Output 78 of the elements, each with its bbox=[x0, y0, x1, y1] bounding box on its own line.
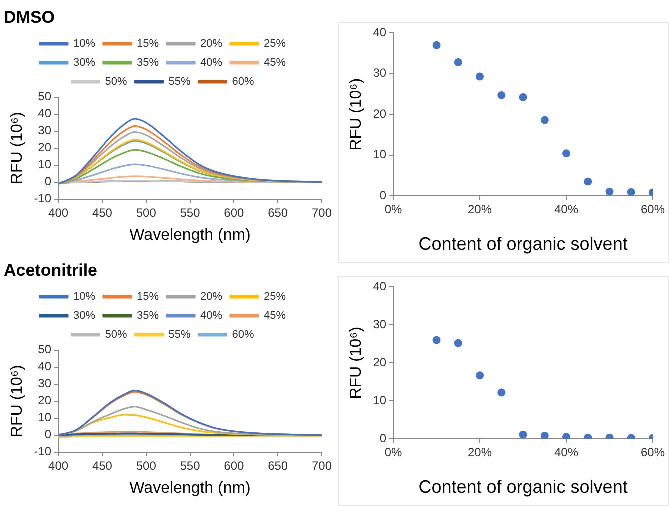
x-tick-label: 600 bbox=[224, 458, 245, 473]
x-tick-label: 60% bbox=[640, 202, 666, 217]
y-tick-label: 40 bbox=[373, 280, 387, 294]
legend-label: 60% bbox=[232, 76, 254, 88]
y-tick-label: 10 bbox=[38, 158, 52, 172]
legend-label: 25% bbox=[264, 38, 286, 50]
x-axis-title: Content of organic solvent bbox=[418, 234, 628, 254]
x-tick-label: 0% bbox=[384, 202, 403, 217]
x-tick-label: 450 bbox=[92, 458, 113, 473]
chart-title: Acetonitrile bbox=[4, 260, 98, 280]
legend-label: 15% bbox=[136, 38, 160, 50]
y-tick-label: 0 bbox=[44, 174, 52, 189]
y-axis-title: RFU (10⁶) bbox=[348, 326, 366, 400]
chart-title: DMSO bbox=[4, 8, 55, 27]
x-tick-label: 60% bbox=[640, 446, 666, 460]
legend-label: 45% bbox=[264, 310, 286, 322]
x-tick-label: 700 bbox=[312, 206, 332, 220]
y-axis-title: RFU (10⁶) bbox=[9, 112, 26, 185]
y-tick-label: 20 bbox=[38, 140, 52, 155]
y-tick-label: 40 bbox=[38, 360, 52, 374]
y-tick-label: 0 bbox=[380, 188, 387, 202]
legend-label: 10% bbox=[73, 290, 96, 303]
legend-label: 30% bbox=[73, 310, 96, 322]
y-tick-label: 0 bbox=[380, 431, 387, 446]
legend-label: 45% bbox=[264, 56, 286, 69]
legend-label: 40% bbox=[200, 310, 223, 322]
legend-label: 50% bbox=[105, 328, 128, 341]
legend-label: 60% bbox=[232, 328, 254, 341]
y-axis-title: RFU (10⁶) bbox=[348, 78, 366, 151]
y-tick-label: -10 bbox=[34, 444, 52, 459]
x-axis-title: Wavelength (nm) bbox=[130, 226, 251, 244]
y-tick-label: 40 bbox=[38, 106, 52, 121]
x-tick-label: 40% bbox=[554, 202, 579, 217]
x-tick-label: 650 bbox=[268, 206, 288, 220]
y-tick-label: 10 bbox=[373, 148, 387, 162]
legend-label: 50% bbox=[105, 76, 128, 88]
y-tick-label: 20 bbox=[373, 355, 387, 370]
legend-label: 20% bbox=[200, 290, 223, 303]
y-tick-label: 10 bbox=[373, 393, 387, 408]
y-tick-label: 20 bbox=[38, 394, 52, 408]
legend-label: 25% bbox=[264, 290, 286, 303]
y-tick-label: 20 bbox=[373, 106, 387, 121]
legend-label: 20% bbox=[200, 38, 223, 50]
y-tick-label: 30 bbox=[38, 376, 52, 391]
y-tick-label: 0 bbox=[44, 428, 52, 442]
legend-label: 30% bbox=[73, 56, 96, 69]
x-tick-label: 40% bbox=[554, 446, 579, 460]
x-axis-title: Content of organic solvent bbox=[418, 477, 628, 498]
y-tick-label: 30 bbox=[373, 66, 387, 80]
x-tick-label: 550 bbox=[180, 206, 201, 220]
x-tick-label: 700 bbox=[312, 458, 332, 473]
legend-label: 15% bbox=[136, 290, 160, 303]
y-tick-label: 30 bbox=[373, 317, 387, 332]
x-tick-label: 500 bbox=[136, 206, 157, 220]
legend-label: 40% bbox=[200, 56, 223, 69]
x-tick-label: 400 bbox=[48, 458, 69, 473]
x-tick-label: 20% bbox=[468, 446, 492, 460]
x-tick-label: 550 bbox=[180, 458, 201, 473]
x-axis-title: Wavelength (nm) bbox=[130, 480, 251, 497]
x-tick-label: 650 bbox=[268, 458, 288, 473]
y-tick-label: 40 bbox=[373, 26, 387, 40]
legend-label: 55% bbox=[168, 76, 191, 88]
y-axis-title: RFU (10⁶) bbox=[9, 365, 26, 438]
legend-label: 10% bbox=[73, 38, 96, 50]
x-tick-label: 450 bbox=[92, 206, 113, 220]
y-tick-label: 10 bbox=[38, 410, 52, 425]
y-tick-label: -10 bbox=[34, 192, 52, 206]
y-tick-label: 50 bbox=[38, 90, 52, 104]
legend-label: 35% bbox=[136, 310, 160, 322]
x-tick-label: 20% bbox=[468, 202, 492, 217]
x-tick-label: 500 bbox=[136, 458, 157, 473]
x-tick-label: 600 bbox=[224, 206, 245, 220]
y-tick-label: 30 bbox=[38, 124, 52, 138]
x-tick-label: 400 bbox=[48, 206, 69, 220]
y-tick-label: 50 bbox=[38, 342, 52, 357]
legend-label: 35% bbox=[136, 56, 160, 69]
x-tick-label: 0% bbox=[384, 446, 403, 460]
legend-label: 55% bbox=[168, 328, 191, 341]
